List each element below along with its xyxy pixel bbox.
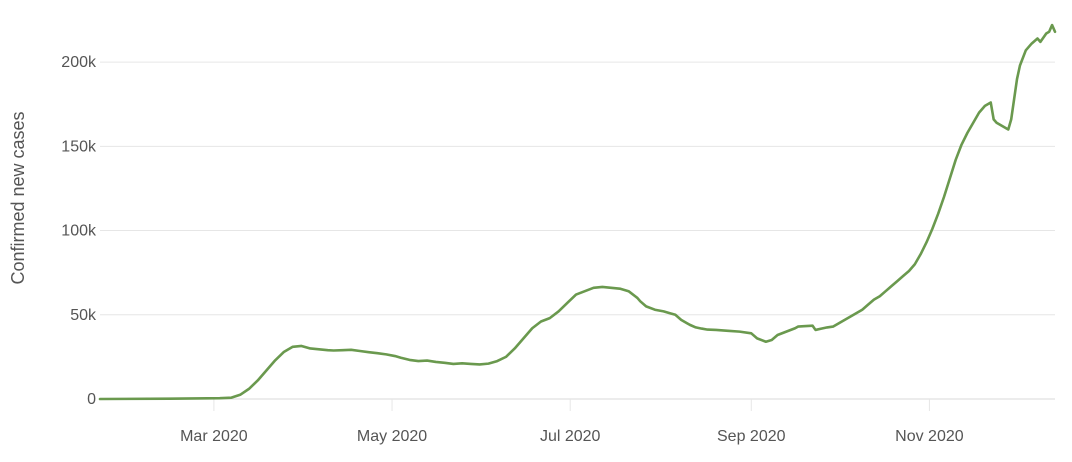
y-tick-label: 150k (61, 138, 97, 155)
gridlines (100, 61, 1055, 411)
series-line (98, 23, 1057, 401)
y-tick-label: 50k (70, 307, 97, 324)
series-layer (98, 23, 1057, 401)
y-axis-title: Confirmed new cases (8, 111, 28, 284)
x-tick-label: Nov 2020 (895, 428, 964, 445)
x-tick-label: Jul 2020 (540, 428, 601, 445)
y-tick-label: 200k (61, 54, 97, 71)
x-axis: Mar 2020 May 2020 Jul 2020 Sep 2020 Nov 2020 (180, 428, 964, 445)
x-tick-label: Mar 2020 (180, 428, 248, 445)
y-tick-label: 0 (87, 391, 96, 408)
y-tick-label: 100k (61, 223, 97, 240)
y-axis: 0 50k 100k 150k 200k (61, 54, 97, 408)
x-tick-label: May 2020 (357, 428, 427, 445)
x-tick-label: Sep 2020 (717, 428, 786, 445)
